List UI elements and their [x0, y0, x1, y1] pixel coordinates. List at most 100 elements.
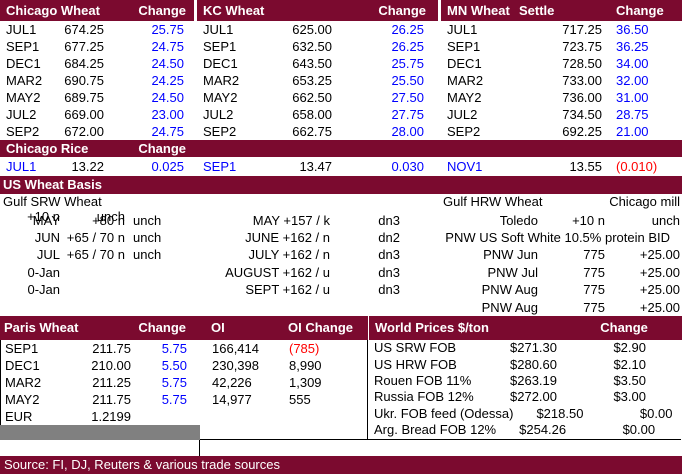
settle-cell: 643.50	[292, 56, 332, 71]
contract-cell: JUL1	[203, 22, 234, 37]
settle-cell: 734.50	[562, 107, 602, 122]
change-cell: 24.50	[151, 90, 184, 105]
table-row: MAR2 690.75 24.25	[0, 72, 194, 89]
gray-box	[0, 425, 200, 440]
contract-cell: DEC1	[447, 56, 482, 71]
basis-value-cell: 775	[583, 299, 605, 315]
basis-value-cell: +10 n	[572, 212, 605, 228]
change-cell: 25.75	[151, 22, 184, 37]
eur-row: EUR 1.2199	[1, 408, 367, 425]
table-row: MAR2 211.25 5.75 42,226 1,309	[1, 374, 367, 391]
contract-cell: MAY2	[447, 90, 482, 105]
settle-cell: 625.00	[292, 22, 332, 37]
oi-cell: 230,398	[212, 357, 259, 373]
month-cell: JUN	[34, 229, 60, 245]
change-cell: 28.75	[616, 107, 649, 122]
settle-cell: 733.00	[562, 73, 602, 88]
contract-cell: JUL2	[203, 107, 234, 122]
price-cell: $272.00	[510, 389, 557, 405]
basis-change-cell: unch	[96, 209, 125, 224]
basis-cell: +65 / 70 n	[66, 247, 125, 263]
settle-cell: 674.25	[64, 22, 104, 37]
settle-cell: 717.25	[562, 22, 602, 37]
contract-cell: MAY2	[5, 391, 40, 407]
contract-cell: JUL1	[6, 159, 37, 174]
month-cell: 0-Jan	[27, 264, 60, 280]
oi-change-cell: 555	[289, 391, 311, 407]
table-row: MAY2 689.75 24.50	[0, 89, 194, 106]
settle-cell: 669.00	[64, 107, 104, 122]
contract-cell: SEP2	[6, 124, 40, 139]
table-row: SEP2 692.25 21.00	[441, 123, 682, 140]
table-row: SEP1 677.25 24.75	[0, 38, 194, 55]
change-column-label: Change	[138, 320, 186, 336]
pnw-bid-label: PNW US Soft White 10.5% protein BID	[445, 229, 670, 245]
oi-change-cell: 1,309	[289, 374, 322, 390]
source-bar: Source: FI, DJ, Reuters & various trade …	[0, 455, 682, 474]
dn-cell: dn3	[378, 247, 400, 263]
basis-change-cell: unch	[133, 229, 162, 245]
panel-title: Chicago Wheat	[6, 3, 100, 18]
market-cell: PNW Jul	[487, 264, 538, 280]
basis-change-cell: +25.00	[639, 247, 680, 263]
settle-cell: 13.47	[299, 159, 332, 174]
contract-cell: MAR2	[5, 374, 42, 390]
chicago-rice-row: JUL1 13.22 0.025 SEP1 13.47 0.030 NOV1 1…	[0, 157, 682, 176]
oi-column-label: OI	[211, 320, 225, 336]
table-row: JUL2 734.50 28.75	[441, 106, 682, 123]
market-label: Ukr. FOB feed (Odessa)	[374, 405, 514, 421]
basis-cell: +65 / 70 n	[66, 229, 125, 245]
hrw-basis-cell: JUNE +162 / n	[245, 229, 330, 245]
basis-value-cell: 775	[583, 247, 605, 263]
market-label: Arg. Bread FOB 12%	[374, 421, 497, 437]
contract-cell: DEC1	[203, 56, 238, 71]
price-cell: 211.75	[92, 391, 131, 407]
rice-title: Chicago Rice	[6, 141, 89, 156]
basis-value-cell: 775	[583, 282, 605, 298]
change-cell: 27.50	[391, 90, 424, 105]
basis-change-cell: unch	[651, 212, 680, 228]
oi-change-cell: (785)	[289, 340, 320, 356]
contract-cell: DEC1	[6, 56, 41, 71]
mn-wheat-header: MN Wheat Settle Change	[441, 0, 682, 21]
hrw-label: Gulf HRW Wheat	[443, 194, 543, 209]
price-cell: $280.60	[510, 356, 557, 372]
contract-cell: MAY2	[203, 90, 238, 105]
table-row: DEC1 210.00 5.50 230,398 8,990	[1, 357, 367, 374]
price-cell: $263.19	[510, 372, 557, 388]
month-cell: JUL	[36, 247, 60, 263]
contract-cell: SEP1	[203, 159, 237, 174]
table-row: JUL1 674.25 25.75	[0, 21, 194, 38]
panel-title: KC Wheat	[203, 3, 265, 18]
change-cell: $3.50	[613, 372, 646, 388]
table-row: SEP1 211.75 5.75 166,414 (785)	[1, 340, 367, 357]
change-column-label: Change	[378, 3, 426, 18]
world-prices-panel: US SRW FOB $271.30 $2.90 US HRW FOB $280…	[368, 340, 681, 440]
table-row: DEC1 684.25 24.50	[0, 55, 194, 72]
change-cell: 0.025	[151, 159, 184, 174]
table-row: SEP1 632.50 26.25	[197, 38, 438, 55]
change-cell: (0.010)	[616, 159, 658, 174]
change-cell: $0.00	[639, 405, 673, 421]
table-row: JUL2 658.00 27.75	[197, 106, 438, 123]
settle-cell: 662.50	[292, 90, 332, 105]
empty-cells-row	[0, 439, 682, 456]
table-row: Ukr. FOB feed (Odessa) $218.50 $0.00	[368, 405, 681, 421]
settle-column-label: Settle	[519, 3, 555, 18]
price-cell: $271.30	[510, 340, 557, 356]
settle-cell: 677.25	[64, 39, 104, 54]
change-cell: $2.10	[613, 356, 646, 372]
change-cell: 24.50	[151, 56, 184, 71]
settle-cell: 653.25	[292, 73, 332, 88]
price-cell: 211.75	[92, 340, 131, 356]
mn-wheat-panel: MN Wheat Settle Change JUL1 717.25 36.50 S…	[441, 0, 682, 140]
contract-cell: MAR2	[6, 73, 43, 88]
us-wheat-basis-section: Gulf SRW Wheat Gulf HRW Wheat Chicago mi…	[0, 194, 682, 316]
change-cell: 21.00	[616, 124, 649, 139]
market-cell: PNW Jun	[483, 247, 538, 263]
paris-title: Paris Wheat	[4, 320, 79, 336]
settle-cell: 658.00	[292, 107, 332, 122]
basis-row: 0-Jan AUGUST +162 / u dn3 PNW Jul 775 +2…	[0, 264, 682, 281]
settle-cell: 736.00	[562, 90, 602, 105]
